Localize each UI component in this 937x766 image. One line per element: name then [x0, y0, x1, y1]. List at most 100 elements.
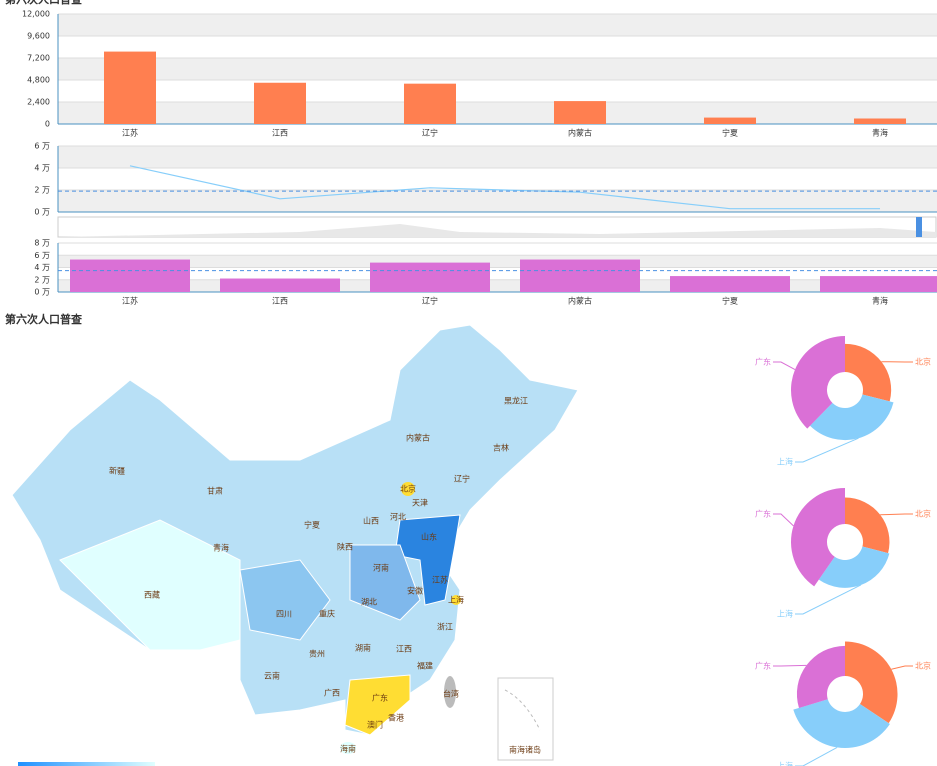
region-label: 天津	[412, 498, 428, 508]
y-tick-label: 4 万	[34, 263, 50, 272]
region-label: 湖南	[355, 643, 371, 653]
x-tick-label: 江西	[272, 297, 288, 306]
split-area	[58, 36, 937, 58]
region-label: 山东	[421, 532, 437, 542]
bar	[704, 117, 756, 124]
bar	[554, 101, 606, 124]
pie-label: 北京	[915, 661, 931, 671]
x-tick-label: 宁夏	[722, 128, 738, 138]
y-tick-label: 4,800	[27, 76, 50, 85]
region-label: 台湾	[443, 689, 459, 699]
region-label: 新疆	[109, 466, 125, 476]
bar	[254, 82, 306, 124]
bar	[70, 259, 190, 292]
x-tick-label: 江苏	[122, 296, 138, 306]
region-label: 河北	[390, 512, 406, 522]
label-line	[773, 361, 796, 371]
region-label: 海南	[340, 744, 356, 754]
y-tick-label: 7,200	[27, 54, 50, 63]
split-area	[58, 80, 937, 102]
label-line	[795, 437, 859, 463]
y-tick-label: 0	[45, 120, 50, 129]
region-label: 山西	[363, 516, 379, 526]
region-label: 四川	[276, 610, 292, 619]
y-tick-label: 0 万	[34, 288, 50, 297]
label-line	[773, 513, 794, 527]
pie-slice	[793, 699, 890, 749]
y-tick-label: 0 万	[34, 208, 50, 217]
pie-slice	[791, 336, 845, 429]
pie-slice	[796, 645, 845, 708]
region-label: 内蒙古	[406, 433, 430, 443]
y-tick-label: 8 万	[34, 239, 50, 248]
region-label: 贵州	[309, 649, 325, 659]
x-tick-label: 宁夏	[722, 296, 738, 306]
bar	[370, 262, 490, 292]
chart-title: 第六次人口普查	[5, 0, 82, 6]
split-area	[58, 14, 937, 36]
split-area	[58, 255, 937, 268]
region-label: 陕西	[337, 542, 353, 552]
line	[129, 165, 880, 210]
pie-label: 广东	[755, 357, 771, 367]
x-tick-label: 青海	[872, 296, 888, 306]
label-line	[773, 664, 807, 667]
map-shape	[11, 324, 579, 766]
pie-label: 上海	[777, 609, 793, 619]
bar	[404, 83, 456, 124]
region-label: 辽宁	[454, 474, 470, 484]
data-zoom[interactable]	[57, 216, 937, 238]
x-tick-label: 辽宁	[422, 128, 438, 138]
region-label: 重庆	[319, 609, 335, 619]
pie-slice	[818, 546, 890, 588]
region-label: 广东	[372, 693, 388, 703]
pie-label: 北京	[915, 509, 931, 519]
x-tick-label: 内蒙古	[568, 128, 592, 138]
region-label: 云南	[264, 671, 280, 681]
x-tick-label: 内蒙古	[568, 296, 592, 306]
pie-slice	[845, 641, 898, 724]
region-label: 黑龙江	[504, 396, 528, 406]
y-tick-label: 2 万	[34, 275, 50, 284]
label-line	[891, 665, 913, 670]
x-tick-label: 青海	[872, 128, 888, 138]
bar	[854, 118, 906, 124]
region-label: 香港	[388, 713, 404, 723]
x-tick-label: 辽宁	[422, 296, 438, 306]
label-line	[795, 584, 862, 615]
split-area	[58, 58, 937, 80]
y-tick-label: 2 万	[34, 186, 50, 195]
map-title: 第六次人口普查	[5, 312, 82, 326]
pie-label: 上海	[777, 457, 793, 467]
pie-slice	[790, 488, 845, 587]
region-label: 北京	[400, 484, 416, 494]
region-label: 上海	[448, 595, 464, 605]
region-label: 吉林	[493, 443, 509, 453]
split-area	[58, 168, 937, 190]
pie-slice	[809, 394, 894, 441]
y-tick-label: 9,600	[27, 32, 50, 41]
pie-slice	[845, 497, 890, 554]
label-line	[880, 513, 913, 516]
region-label: 湖北	[361, 598, 377, 607]
region-label: 江西	[396, 645, 412, 654]
region-label: 宁夏	[304, 520, 320, 530]
y-tick-label: 4 万	[34, 164, 50, 173]
region-label: 甘肃	[207, 486, 223, 496]
bar	[220, 278, 340, 292]
label-line	[795, 746, 838, 766]
split-area	[58, 146, 937, 168]
region-label: 河南	[373, 563, 389, 573]
y-tick-label: 6 万	[34, 251, 50, 260]
bar	[520, 259, 640, 292]
region-label: 江苏	[432, 575, 448, 585]
bar	[670, 276, 790, 292]
region-label: 福建	[417, 661, 433, 671]
region-label: 青海	[213, 543, 229, 553]
region-label: 安徽	[407, 586, 423, 596]
bar	[104, 51, 156, 125]
split-area	[58, 190, 937, 212]
pie-slice	[845, 343, 892, 402]
region-label: 浙江	[437, 622, 453, 632]
